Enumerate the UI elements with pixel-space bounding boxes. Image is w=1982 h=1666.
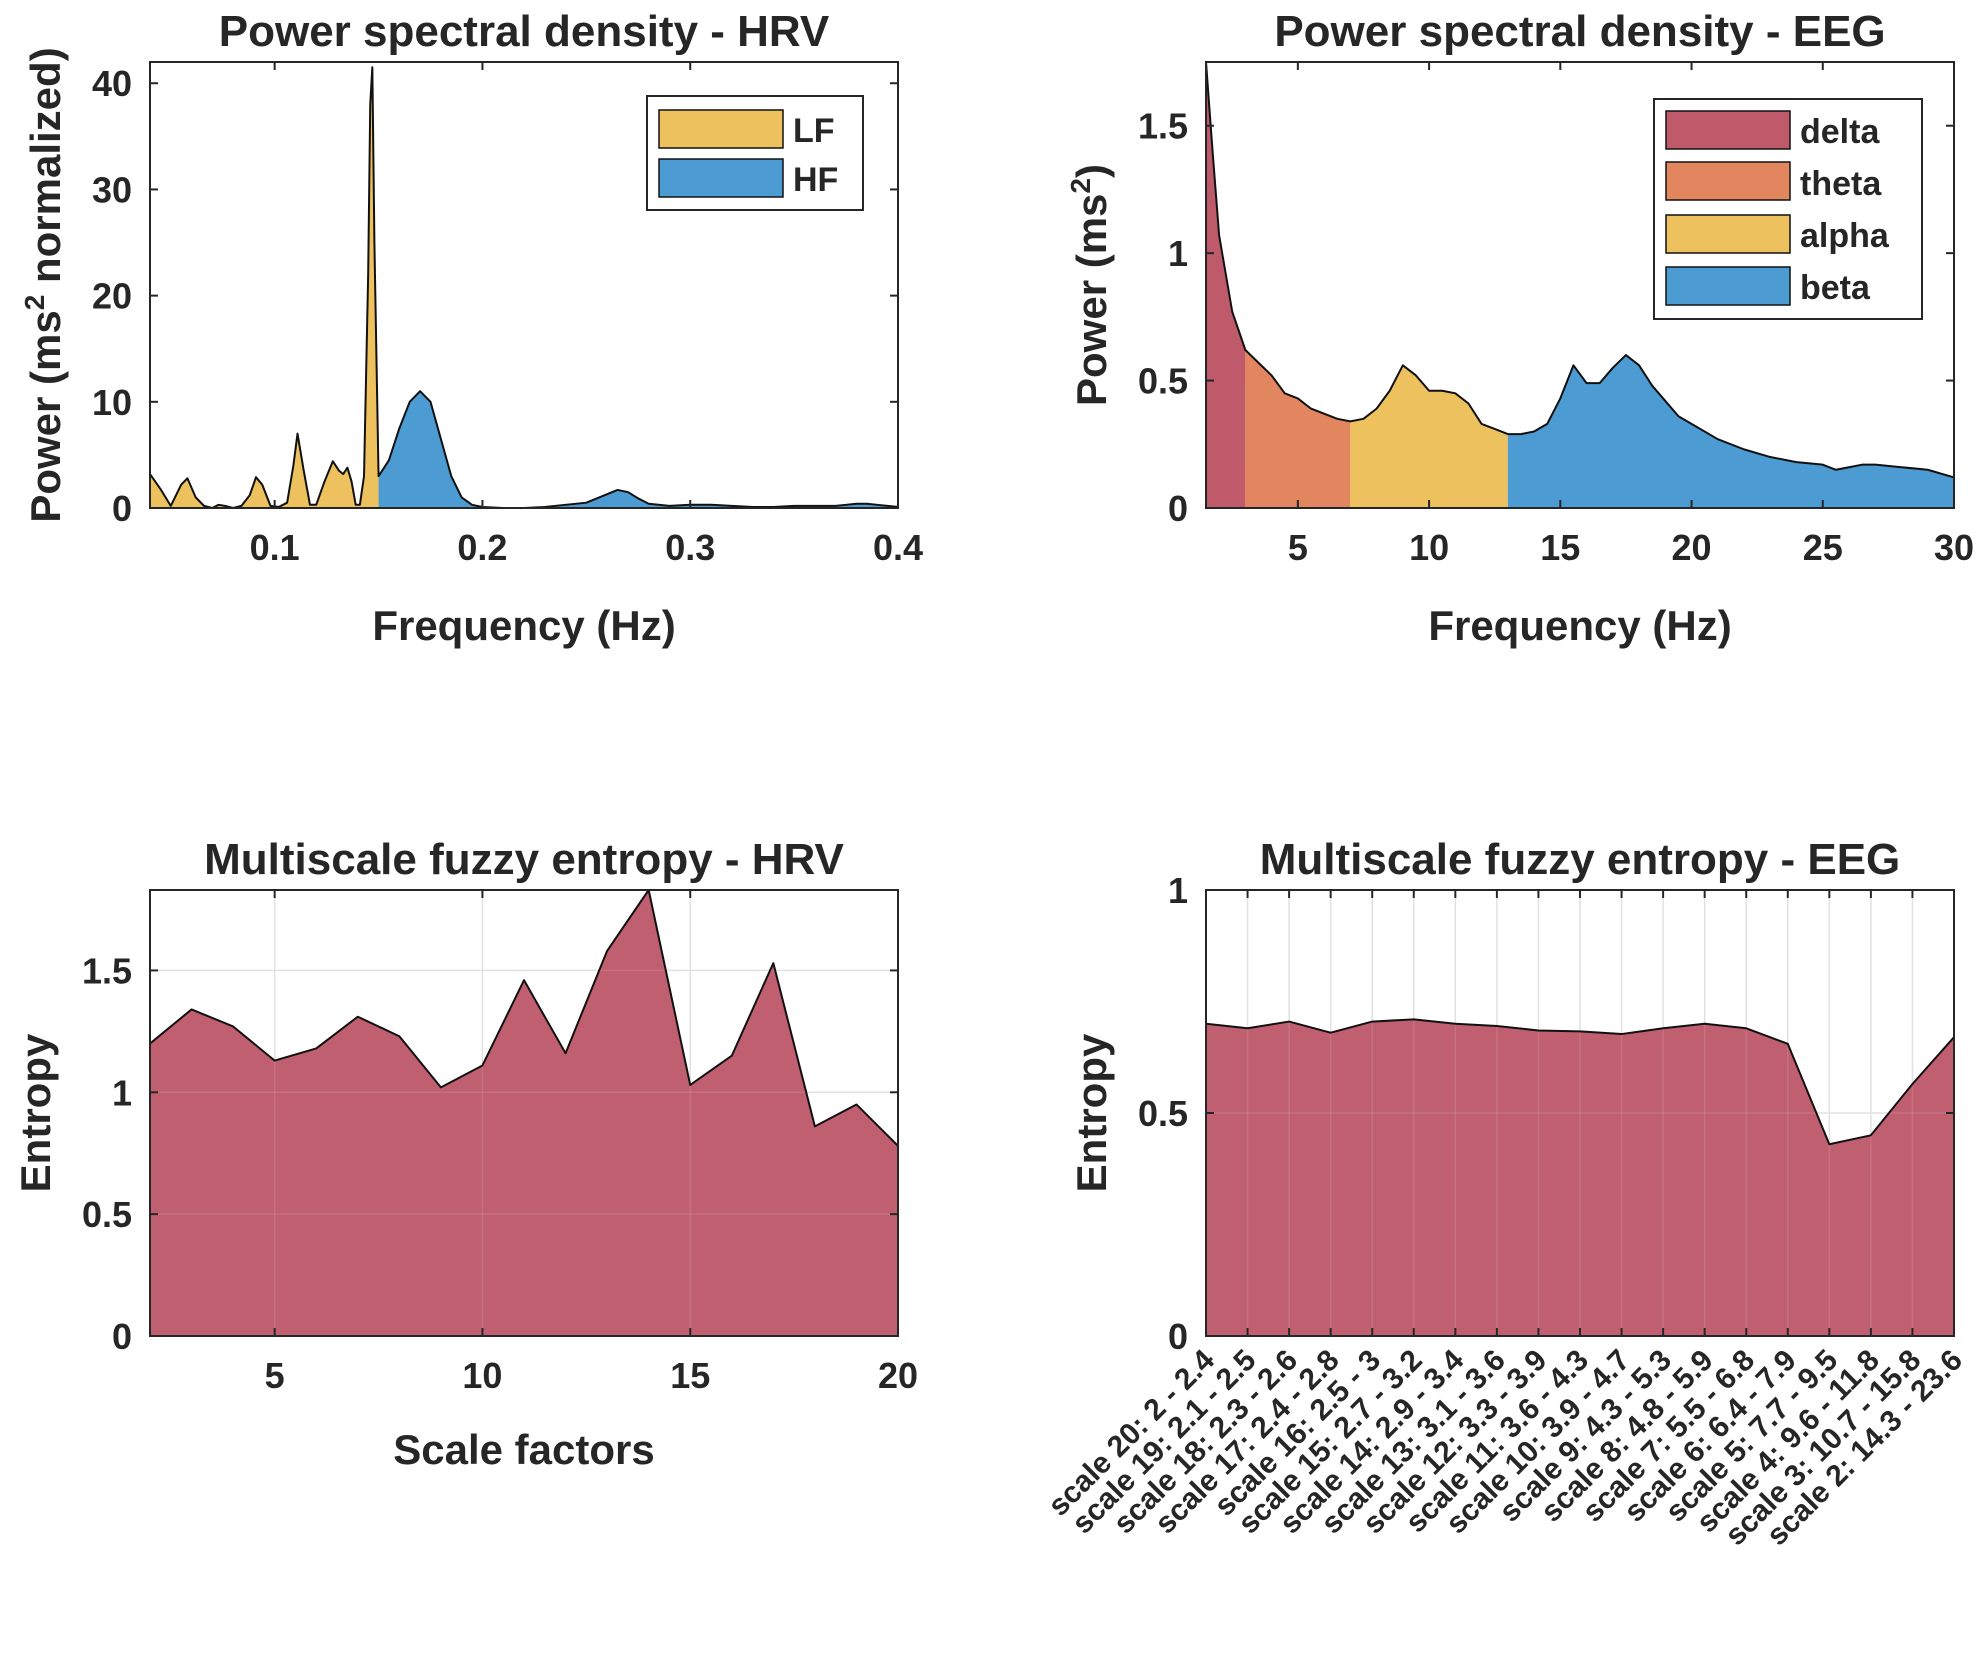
x-axis-label: Frequency (Hz) [372,602,675,649]
band-area-delta [1206,62,1246,508]
panel-psd-hrv: 0 10 20 30 40 0.1 0.2 0.3 0.4 Power spectral de… [19,7,923,649]
y-axis-label-superscript: 2 [1065,178,1096,194]
y-tick-label: 0 [112,488,132,529]
y-tick-label: 0.5 [1138,1093,1188,1134]
chart-title: Power spectral density - HRV [219,7,830,56]
x-tick-label: 0.2 [457,527,507,568]
panel-psd-eeg: 0 0.5 1 1.5 5 10 15 20 25 30 Power spectral dens… [1065,7,1974,649]
band-area-lf [150,67,379,508]
entropy-area [150,890,898,1336]
x-tick-label: 0.4 [873,527,923,568]
x-tick-label: 25 [1803,527,1843,568]
plot-frame [1205,61,1955,509]
chart-title: Multiscale fuzzy entropy - HRV [204,835,844,884]
y-tick-label: 0 [112,1316,132,1357]
y-tick-label: 20 [92,276,132,317]
y-axis-label: Power (ms2) [1065,164,1115,406]
x-axis-label: Frequency (Hz) [1428,602,1731,649]
x-tick-label: 10 [1409,527,1449,568]
y-tick-label: 0.5 [82,1194,132,1235]
y-axis-label: Power (ms2 normalized) [19,47,69,522]
y-tick-label: 30 [92,169,132,210]
legend-label-lf: LF [793,112,835,150]
legend-label-beta: beta [1800,269,1871,307]
band-area-alpha [1350,365,1508,508]
y-tick-label: 0 [1168,488,1188,529]
legend-swatch-theta [1665,161,1791,201]
panel-mfe-hrv: 0 0.5 1 1.5 5 10 15 20 Multiscale fuzzy entrop… [12,835,918,1473]
y-tick-label: 1 [1168,233,1188,274]
y-axis-label-part2: normalized) [22,47,69,294]
y-tick-label: 0 [1168,1316,1188,1357]
y-tick-label: 1 [112,1072,132,1113]
x-tick-label: 20 [878,1355,918,1396]
y-axis-label-part1: Power (ms [22,310,69,522]
legend-swatch-delta [1665,110,1791,150]
x-tick-label: 5 [1288,527,1308,568]
x-tick-label: 0.3 [665,527,715,568]
series-line [1205,61,1955,479]
legend-swatch-alpha [1665,214,1791,254]
y-tick-label: 1.5 [82,950,132,991]
x-tick-label: 0.1 [250,527,300,568]
y-tick-label: 1.5 [1138,106,1188,147]
y-axis-label-part2: ) [1068,164,1115,178]
legend: delta theta alpha beta [1653,98,1923,320]
band-area-beta [1507,355,1954,508]
x-tick-label: 15 [670,1355,710,1396]
plot-frame [149,61,899,509]
legend-label-alpha: alpha [1800,217,1890,255]
y-tick-label: 1 [1168,870,1188,911]
entropy-area [1206,1019,1954,1336]
band-area-hf [378,391,898,508]
legend-swatch-lf [658,109,784,149]
series-line [149,889,899,1147]
legend-label-hf: HF [793,161,838,199]
x-tick-label: 30 [1934,527,1974,568]
legend-swatch-beta [1665,266,1791,306]
legend-label-theta: theta [1800,165,1882,203]
legend: LF HF [646,95,864,211]
chart-title: Power spectral density - EEG [1274,7,1885,56]
x-tick-label: 15 [1540,527,1580,568]
x-tick-label: 5 [265,1355,285,1396]
x-tick-label: 10 [462,1355,502,1396]
band-area-theta [1245,349,1351,508]
x-tick-label: 20 [1672,527,1712,568]
series-line [1205,1018,1955,1146]
legend-swatch-hf [658,158,784,198]
y-axis-label-superscript: 2 [19,295,50,311]
y-axis-label-part1: Power (ms [1068,194,1115,406]
y-axis-label: Entropy [1068,1033,1115,1192]
y-tick-label: 0.5 [1138,361,1188,402]
chart-title: Multiscale fuzzy entropy - EEG [1260,835,1901,884]
y-tick-label: 10 [92,382,132,423]
y-axis-label: Entropy [12,1033,59,1192]
legend-label-delta: delta [1800,113,1880,151]
series-line [149,66,899,509]
y-tick-label: 40 [92,63,132,104]
plot-frame [149,889,899,1337]
x-axis-label: Scale factors [393,1426,654,1473]
